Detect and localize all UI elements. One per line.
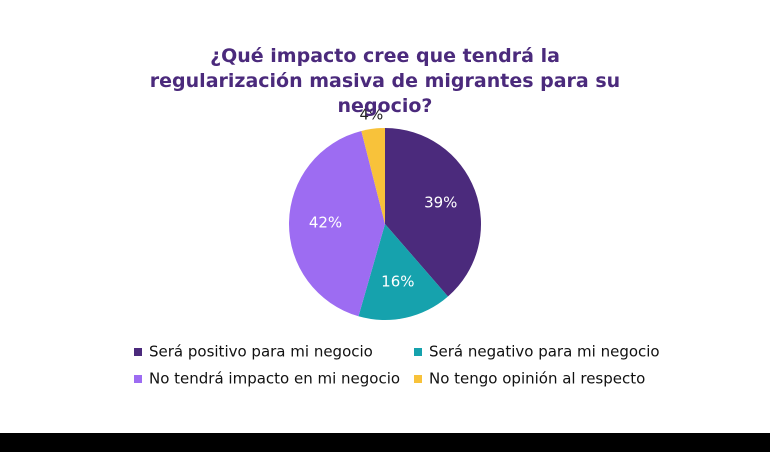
pie-slice <box>385 128 482 297</box>
legend-swatch <box>414 348 422 356</box>
slice-label: 39% <box>424 194 457 212</box>
slice-label: 4% <box>359 105 383 123</box>
pie-slice <box>361 128 385 224</box>
chart-title: ¿Qué impacto cree que tendrá la regulari… <box>149 45 621 117</box>
legend-swatch <box>414 375 422 383</box>
legend-label: No tendrá impacto en mi negocio <box>149 370 400 388</box>
pie-slice <box>288 130 385 317</box>
footer-bar <box>0 433 770 452</box>
legend-label: Será negativo para mi negocio <box>429 343 660 361</box>
legend-swatch <box>134 348 142 356</box>
slice-label: 42% <box>309 214 342 232</box>
legend-label: Será positivo para mi negocio <box>149 343 373 361</box>
pie-slice <box>358 224 448 320</box>
legend-label: No tengo opinión al respecto <box>429 370 645 388</box>
slice-label: 16% <box>381 273 414 291</box>
legend-swatch <box>134 375 142 383</box>
